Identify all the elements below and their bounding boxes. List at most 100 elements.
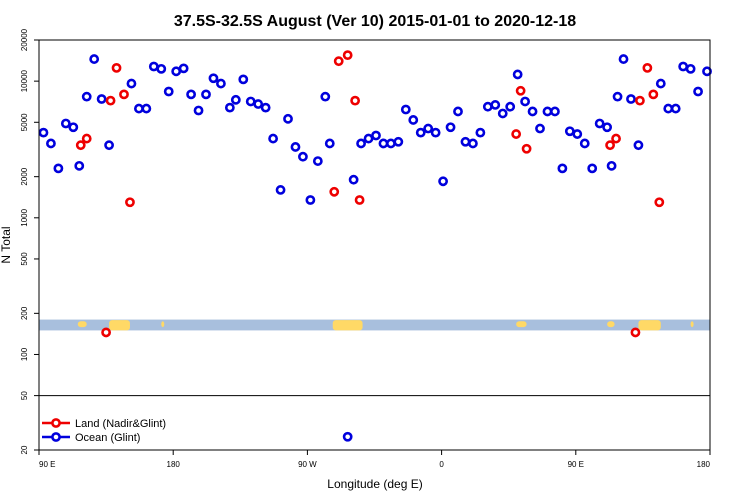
ocean-point [89, 54, 100, 64]
land-point [111, 62, 122, 73]
ocean-point [618, 54, 629, 64]
land-point [511, 129, 522, 139]
ocean-point [400, 104, 411, 115]
x-tick-label: 90 W [298, 460, 317, 469]
land-point [333, 56, 344, 67]
y-tick-label: 200 [20, 306, 29, 320]
y-tick-label: 5000 [20, 113, 29, 131]
land-point [329, 186, 340, 197]
ocean-point [163, 86, 174, 97]
land-mass [332, 320, 363, 331]
ocean-point [178, 63, 189, 74]
ocean-point [415, 127, 426, 138]
ocean-point [96, 94, 107, 104]
land-point [81, 133, 92, 144]
land-mass [516, 321, 527, 328]
y-tick-label: 20000 [20, 28, 29, 51]
map-strip [39, 319, 710, 331]
land-mass [690, 321, 694, 328]
ocean-point [393, 136, 404, 147]
ocean-point [663, 103, 674, 114]
ocean-point [324, 138, 335, 149]
ocean-point [298, 151, 308, 162]
ocean-point [527, 106, 538, 117]
land-point [654, 197, 665, 208]
y-axis: 20 50 100 200 500 1000 2000 5000 10000 20000 [20, 28, 39, 454]
x-tick-label: 90 E [39, 460, 55, 469]
ocean-point [460, 136, 471, 147]
ocean-point [38, 127, 49, 138]
ocean-point [626, 94, 636, 104]
land-point [515, 85, 526, 96]
ocean-point [148, 61, 159, 72]
ocean-point [268, 133, 279, 144]
ocean-point [386, 138, 396, 149]
land-point [521, 143, 532, 154]
ocean-point [208, 73, 219, 84]
ocean-point [490, 100, 501, 110]
ocean-point [290, 142, 301, 152]
land-point [105, 95, 116, 106]
land-mass [77, 321, 87, 328]
land-point [125, 197, 135, 208]
plot-frame [38, 39, 711, 451]
ocean-point [171, 66, 182, 77]
ocean-point [505, 101, 516, 112]
ocean-point [134, 103, 144, 114]
ocean-point [216, 78, 226, 89]
ocean-band [39, 319, 710, 331]
ocean-point [678, 61, 689, 72]
land-point [342, 50, 353, 61]
ocean-point [275, 185, 286, 195]
ocean-point [312, 156, 323, 166]
ocean-point [342, 431, 353, 442]
y-tick-label: 500 [20, 252, 29, 266]
y-tick-label: 100 [20, 347, 29, 361]
ocean-point [579, 138, 590, 149]
ocean-point [186, 89, 196, 100]
ocean-point [655, 78, 666, 89]
y-tick-label: 50 [20, 391, 29, 400]
land-point [119, 89, 129, 100]
ocean-point [602, 122, 613, 133]
ocean-point [423, 123, 434, 134]
ocean-point [260, 102, 271, 113]
legend-marker [51, 418, 61, 428]
legend-label: Land (Nadir&Glint) [75, 418, 166, 430]
ocean-point [633, 140, 644, 151]
ocean-point [201, 89, 211, 100]
ocean-point [60, 118, 71, 129]
ocean-point [542, 106, 553, 117]
legend: Land (Nadir&Glint) Ocean (Glint) [42, 418, 166, 444]
land-point [630, 327, 641, 338]
ocean-point [53, 163, 64, 174]
ocean-point [81, 91, 92, 102]
ocean-point [702, 66, 712, 77]
ocean-point [238, 74, 249, 85]
ocean-point [497, 108, 508, 119]
ocean-point [348, 174, 359, 185]
x-tick-label: 180 [167, 460, 181, 469]
x-tick-label: 90 E [568, 460, 584, 469]
land-point [75, 140, 86, 151]
ocean-point [535, 123, 545, 134]
ocean-point [550, 106, 560, 117]
ocean-point [438, 176, 448, 187]
ocean-point [253, 99, 264, 109]
land-mass [607, 321, 615, 328]
y-tick-label: 1000 [20, 208, 29, 226]
ocean-point [430, 127, 441, 138]
ocean-point [224, 102, 235, 113]
ocean-point [356, 138, 366, 149]
land-point [350, 95, 361, 106]
legend-marker [51, 432, 61, 442]
ocean-point [126, 78, 137, 89]
ocean-point [468, 138, 478, 149]
ocean-point [564, 126, 575, 137]
ocean-point [445, 122, 456, 133]
ocean-point [363, 133, 374, 144]
land-series [75, 50, 665, 338]
ocean-point [557, 163, 568, 174]
ocean-point [245, 96, 256, 107]
legend-label: Ocean (Glint) [75, 432, 140, 444]
